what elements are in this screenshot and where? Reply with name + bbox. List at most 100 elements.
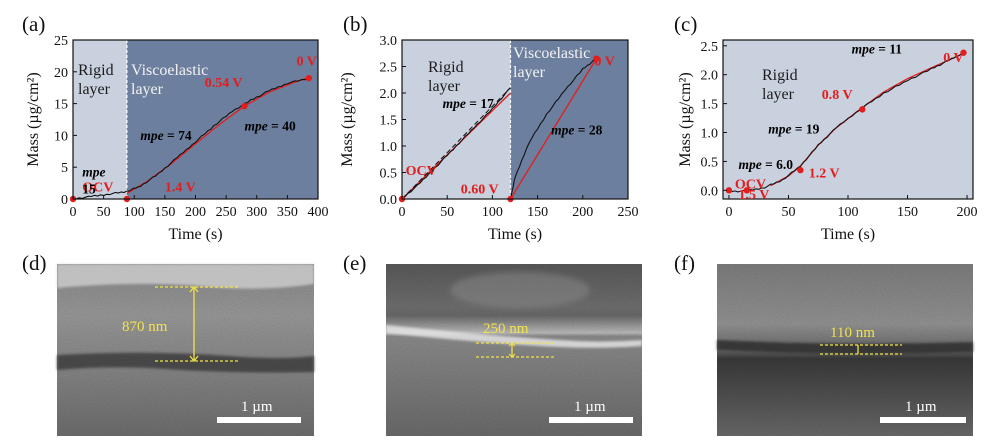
mpe-label-c-0: mpe = 6.0 xyxy=(738,157,793,172)
region-label-b-0-0: Rigid xyxy=(428,59,464,76)
x-axis-label-b: Time (s) xyxy=(488,226,542,243)
y-axis-label-b: Mass (µg/cm²) xyxy=(339,72,356,166)
scale-bar-e xyxy=(549,417,633,423)
potential-label-c-1: 1.5 V xyxy=(738,188,769,203)
panel-label-e: (e) xyxy=(343,251,366,275)
panel-label-b: (b) xyxy=(343,12,368,36)
mpe-value: = 40 xyxy=(268,118,296,133)
mpe-value: = 11 xyxy=(875,41,902,56)
y-tick-label-b-2: 1.0 xyxy=(380,140,398,155)
sem-background-d xyxy=(57,264,314,436)
mpe-symbol: mpe xyxy=(140,128,163,143)
potential-label-c-0: OCV xyxy=(735,178,766,193)
y-tick-label-b-4: 2.0 xyxy=(380,87,398,102)
y-tick-label-a-5: 25 xyxy=(54,34,68,49)
region-label-c-0-1: layer xyxy=(762,86,795,103)
x-tick-label-a-1: 50 xyxy=(97,205,111,220)
y-tick-label-c-5: 2.5 xyxy=(701,40,719,55)
marker-c-4 xyxy=(960,49,967,56)
panel-label-d: (d) xyxy=(22,251,47,275)
rigid-region-a xyxy=(73,40,127,199)
micrograph-d: 870 nm 1 µm xyxy=(57,264,314,436)
rigid-region-b xyxy=(402,40,511,199)
region-label-a-1-1: layer xyxy=(131,81,164,98)
sem-top-surface-d xyxy=(57,264,314,289)
chart-c: Rigid layer 0 50 100 150 200 0.0 0.5 1.0 1.5 2.0 2.5… xyxy=(677,39,978,243)
scale-bar-label-d: 1 µm xyxy=(241,399,273,415)
x-tick-label-a-7: 350 xyxy=(277,205,298,220)
mpe-label-b-0: mpe = 17 xyxy=(443,96,494,111)
x-tick-label-a-2: 100 xyxy=(124,205,145,220)
x-tick-label-c-3: 150 xyxy=(897,205,918,220)
fit-line-b-1 xyxy=(509,58,597,200)
x-tick-label-a-3: 150 xyxy=(154,205,175,220)
sem-blob-e xyxy=(450,272,590,308)
y-tick-label-a-1: 5 xyxy=(61,161,68,176)
y-axis-label-c: Mass (µg/cm²) xyxy=(677,72,694,166)
sem-interface-d xyxy=(57,352,314,373)
marker-c-1 xyxy=(743,187,751,194)
marker-b-2 xyxy=(593,55,600,62)
mpe-symbol: mpe xyxy=(245,118,268,133)
x-tick-label-b-2: 100 xyxy=(482,205,503,220)
potential-label-c-3: 0.8 V xyxy=(822,88,853,103)
mpe-label-a-1: mpe = 74 xyxy=(140,128,191,143)
micrograph-f: 110 nm 1 µm xyxy=(717,264,973,436)
mpe-label-a-2: mpe = 40 xyxy=(245,118,296,133)
potential-label-b-2: 0 V xyxy=(595,54,615,69)
y-tick-label-a-2: 10 xyxy=(54,129,68,144)
y-axis-label-a: Mass (µg/cm²) xyxy=(25,72,42,166)
region-label-b-1-0: Viscoelastic xyxy=(513,45,590,62)
sem-edge-e xyxy=(386,325,642,348)
potential-label-b-0: OCV xyxy=(406,164,437,179)
x-tick-label-b-4: 200 xyxy=(572,205,593,220)
marker-c-0 xyxy=(725,187,733,194)
panel-label-c: (c) xyxy=(674,12,697,36)
x-tick-label-b-5: 250 xyxy=(618,205,639,220)
thickness-label-d: 870 nm xyxy=(122,319,168,335)
mpe-value: 15 xyxy=(82,182,96,197)
y-tick-label-b-3: 1.5 xyxy=(380,114,398,129)
extrapolation-line-b xyxy=(401,87,511,200)
y-tick-label-a-4: 20 xyxy=(54,66,68,81)
mpe-symbol: mpe xyxy=(852,41,875,56)
mpe-label-a-0: mpe 15 xyxy=(82,165,105,197)
x-tick-label-b-0: 0 xyxy=(399,205,406,220)
thickness-arrowheads-d xyxy=(189,285,199,363)
y-tick-label-a-0: 0 xyxy=(61,193,68,208)
data-series-c-0 xyxy=(728,52,964,193)
mpe-value: = 28 xyxy=(574,122,602,137)
region-label-c-0-0: Rigid xyxy=(762,67,798,84)
y-tick-label-c-1: 0.5 xyxy=(701,155,719,170)
mpe-value: = 74 xyxy=(164,128,192,143)
mpe-symbol: mpe xyxy=(82,165,105,180)
scale-bar-label-e: 1 µm xyxy=(574,399,606,415)
x-tick-label-c-0: 0 xyxy=(725,205,732,220)
potential-label-c-4: 0 V xyxy=(943,51,963,66)
x-tick-label-a-0: 0 xyxy=(70,205,77,220)
x-tick-label-c-1: 50 xyxy=(781,205,795,220)
mpe-value: = 17 xyxy=(466,96,494,111)
y-tick-label-a-3: 15 xyxy=(54,98,68,113)
micrograph-e: 250 nm 1 µm xyxy=(386,264,642,436)
region-label-b-0-1: layer xyxy=(428,78,461,95)
mpe-label-c-1: mpe = 19 xyxy=(768,122,819,137)
sem-interface-f xyxy=(717,340,973,354)
region-label-b-1-1: layer xyxy=(513,64,546,81)
y-tick-label-c-2: 1.0 xyxy=(701,127,719,142)
mpe-label-b-1: mpe = 28 xyxy=(551,122,602,137)
x-tick-label-a-5: 250 xyxy=(216,205,237,220)
data-series-b-0 xyxy=(401,87,511,199)
x-tick-label-a-6: 300 xyxy=(246,205,267,220)
marker-a-2 xyxy=(241,102,248,110)
y-tick-label-b-0: 0.0 xyxy=(380,193,398,208)
scale-bar-f xyxy=(880,417,966,423)
mpe-value: = 19 xyxy=(791,122,819,137)
potential-label-a-0: OCV xyxy=(82,180,113,195)
thickness-label-f: 110 nm xyxy=(830,325,875,341)
data-series-a-0 xyxy=(72,77,310,200)
x-tick-label-c-4: 200 xyxy=(957,205,978,220)
scale-bar-label-f: 1 µm xyxy=(905,399,937,415)
x-tick-label-a-4: 200 xyxy=(185,205,206,220)
